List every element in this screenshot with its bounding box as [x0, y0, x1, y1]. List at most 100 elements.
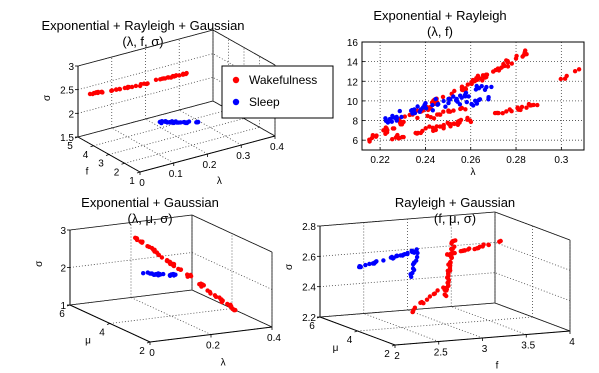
panel-2-point-wakefulness	[576, 67, 582, 72]
panel-3-point-wakefulness	[164, 258, 170, 263]
panel-3-z-tick-label: 1	[60, 301, 66, 312]
panel-2-point-wakefulness	[427, 124, 432, 129]
panel-2-point-wakefulness	[440, 94, 446, 100]
panel-2-point-wakefulness	[480, 78, 485, 83]
panel-1-gridline	[77, 53, 214, 91]
panel-3-z-label: σ	[34, 260, 45, 267]
panel-1-x-tick-label: 0.1	[169, 169, 183, 180]
panel-4-point-wakefulness	[448, 260, 453, 265]
panel-1-gridline	[77, 100, 214, 138]
panel-4-point-sleep	[363, 262, 368, 268]
panel-2-point-wakefulness	[459, 87, 465, 93]
panel-2-point-sleep	[458, 93, 463, 98]
legend-marker-sleep	[232, 98, 240, 106]
panel-2-x-tick-label: 0.24	[416, 155, 436, 166]
legend-box	[221, 65, 334, 119]
panel-3-x-tick-label: 0.2	[206, 341, 220, 352]
panel-4-z-tick-label: 2.2	[302, 313, 316, 324]
panel-2-point-sleep	[417, 109, 422, 115]
panel-4-point-sleep	[411, 267, 417, 273]
panel-2-point-wakefulness	[441, 109, 446, 114]
panel-1-point-wakefulness	[153, 77, 159, 83]
panel-1-point-wakefulness	[114, 87, 119, 92]
panel-2-title: Exponential + Rayleigh	[373, 8, 506, 23]
panel-2-point-wakefulness	[531, 102, 536, 108]
panel-3-point-wakefulness	[207, 289, 213, 295]
panel-3-point-wakefulness	[170, 262, 175, 267]
panel-2-point-wakefulness	[434, 124, 439, 129]
panel-4-x-label: f	[496, 361, 499, 372]
panel-1-z-tick-label: 3	[68, 62, 74, 73]
panel-4-point-wakefulness	[410, 309, 415, 315]
panel-4-z-tick-label: 2.8	[302, 222, 316, 233]
panel-1-gridline	[108, 118, 245, 155]
panel-2-point-wakefulness	[572, 69, 578, 74]
panel-4-z-tick-label: 2.4	[302, 283, 316, 294]
panel-2-point-sleep	[399, 114, 404, 120]
panel-4-y-tick-label: 2	[384, 349, 390, 360]
panel-4-point-sleep	[409, 249, 415, 255]
panel-2-point-sleep	[477, 97, 483, 102]
panel-2-point-wakefulness	[469, 80, 474, 85]
panel-1-point-wakefulness	[126, 84, 132, 90]
panel-3-y-tick-label: 4	[99, 328, 105, 339]
panel-1-point-wakefulness	[141, 81, 147, 86]
panel-1-x-label: λ	[217, 176, 222, 187]
panel-2-subtitle: (λ, f)	[427, 24, 453, 39]
panel-3-point-wakefulness	[219, 299, 225, 305]
panel-3-point-wakefulness	[178, 267, 183, 272]
panel-2-point-wakefulness	[514, 53, 519, 59]
panel-2-point-sleep	[482, 87, 488, 93]
panel-3-point-sleep	[152, 272, 158, 277]
panel-3-point-wakefulness	[188, 274, 194, 279]
panel-2-point-wakefulness	[402, 114, 407, 119]
panel-2-point-wakefulness	[431, 116, 437, 121]
panel-2-x-tick-label: 0.28	[506, 155, 526, 166]
panel-4-point-wakefulness	[445, 252, 450, 257]
panel-4-point-sleep	[358, 264, 363, 270]
panel-2-point-wakefulness	[455, 119, 461, 124]
panel-4-point-sleep	[415, 250, 420, 256]
panel-1-x-tick-label: 0.3	[236, 151, 250, 162]
panel-3-gridline	[69, 214, 193, 231]
panel-4-gridline	[494, 211, 571, 241]
panel-2-point-sleep	[423, 106, 429, 111]
panel-1-point-wakefulness	[158, 77, 163, 82]
panel-3-point-sleep	[169, 272, 174, 277]
panel-2-point-sleep	[385, 120, 391, 125]
legend-marker-wakefulness	[232, 76, 240, 84]
panel-2-point-wakefulness	[509, 61, 514, 66]
panel-2-point-sleep	[443, 104, 448, 109]
panel-2-point-wakefulness	[463, 107, 468, 112]
panel-1-point-wakefulness	[170, 73, 176, 79]
panel-3-y-tick	[146, 341, 151, 344]
panel-3-y-label: μ	[85, 336, 91, 347]
panel-1-x-tick-label: 0	[139, 178, 145, 189]
panel-2-point-sleep	[422, 102, 427, 108]
panel-3-gridline	[109, 308, 233, 324]
panel-4-point-wakefulness	[472, 246, 477, 252]
panel-3-y-tick	[106, 323, 111, 325]
panel-4-z-label: σ	[284, 263, 295, 270]
panel-2-y-tick-label: 12	[347, 77, 359, 88]
panel-4-point-wakefulness	[424, 297, 430, 302]
panel-2-point-wakefulness	[480, 73, 486, 78]
panel-4-point-sleep	[367, 261, 372, 267]
panel-4-gridline	[494, 302, 571, 332]
panel-2-point-sleep	[415, 104, 420, 109]
panel-2-point-wakefulness	[384, 130, 390, 135]
panel-2-point-wakefulness	[484, 74, 489, 80]
panel-2-point-sleep	[463, 90, 469, 96]
panel-3-point-wakefulness	[185, 272, 190, 277]
panel-2-point-sleep	[486, 95, 491, 100]
panel-2-point-wakefulness	[465, 117, 470, 122]
panel-4-point-wakefulness	[441, 285, 446, 290]
panel-1-z-tick-label: 2	[68, 109, 74, 120]
panel-3-plot: 0 0.2 0.4 2 4 61 2 3 λ μ σ	[34, 214, 281, 369]
panel-1-y-tick-label: 3	[98, 159, 104, 170]
panel-4-gridline	[407, 309, 483, 339]
panel-1-point-sleep	[178, 120, 183, 125]
panel-1-y-tick-label: 4	[83, 150, 89, 161]
panel-4-point-sleep	[388, 255, 394, 260]
